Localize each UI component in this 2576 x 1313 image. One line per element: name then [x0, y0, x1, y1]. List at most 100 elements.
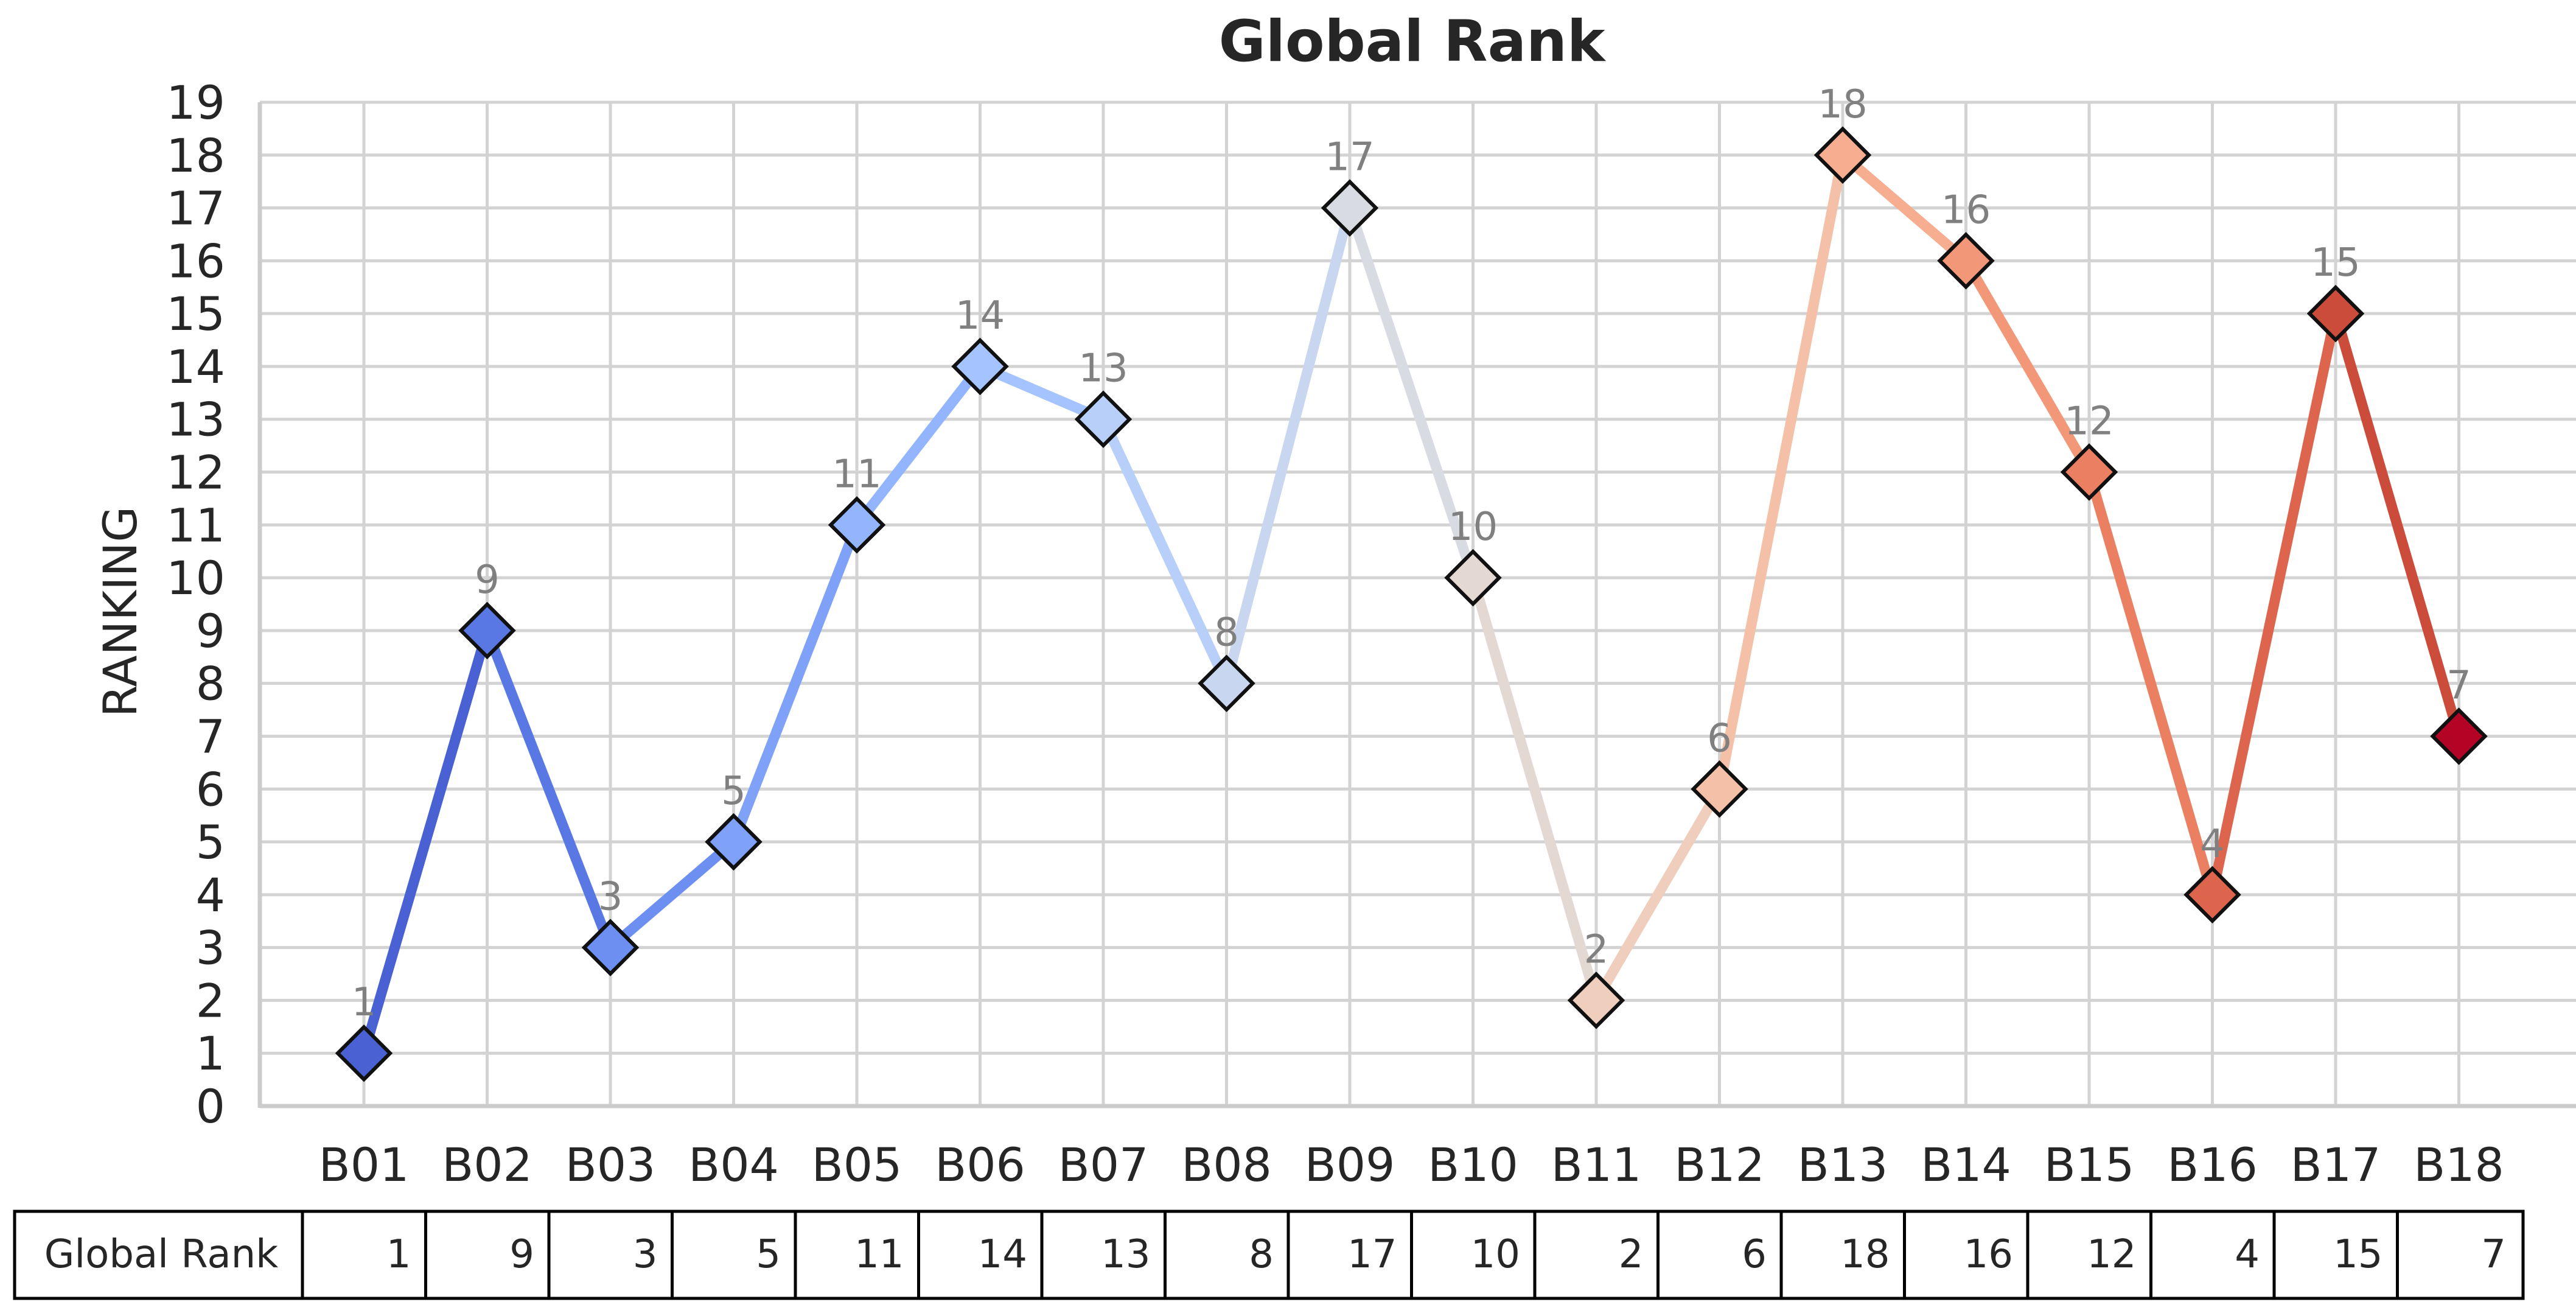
table-cell: 15: [2333, 1232, 2382, 1277]
x-tick-label: B15: [2044, 1138, 2135, 1192]
table-cell: 1: [386, 1232, 411, 1277]
data-label: 11: [832, 452, 881, 497]
data-point: [1321, 179, 1379, 237]
data-point: [2183, 866, 2241, 924]
data-label: 8: [1214, 611, 1239, 656]
line-segment: [1591, 783, 1725, 1006]
data-point: [458, 601, 516, 660]
data-label: 4: [2200, 822, 2225, 867]
x-tick-label: B09: [1305, 1138, 1395, 1192]
x-tick-label: B06: [935, 1138, 1025, 1192]
data-label: 1: [352, 980, 377, 1025]
data-label: 10: [1448, 505, 1498, 550]
y-tick-label: 15: [166, 287, 225, 341]
table-cell: 8: [1249, 1232, 1274, 1277]
x-tick-label: B17: [2291, 1138, 2381, 1192]
table-cell: 12: [2087, 1232, 2136, 1277]
data-point: [2430, 707, 2488, 765]
x-tick-label: B03: [565, 1138, 656, 1192]
data-label: 5: [721, 769, 746, 814]
y-tick-label: 12: [166, 446, 225, 500]
table-cell: 13: [1101, 1232, 1150, 1277]
data-point: [1198, 654, 1255, 712]
data-point: [1444, 548, 1502, 607]
data-table: Global Rank 1 9 3 5 11 14 13 8 17 10 2 6 18 16 12 4 15 7: [13, 1210, 2525, 1300]
data-points: [335, 126, 2488, 1082]
data-label: 15: [2311, 240, 2360, 285]
table-cell: 18: [1840, 1232, 1890, 1277]
data-point: [951, 337, 1009, 396]
data-label: 7: [2446, 663, 2471, 708]
line-segment: [975, 361, 1109, 425]
data-point: [828, 496, 886, 554]
data-label: 17: [1325, 135, 1374, 180]
y-tick-label: 10: [166, 551, 225, 605]
x-tick-label: B07: [1058, 1138, 1149, 1192]
data-point: [705, 813, 763, 871]
line-segment: [2330, 308, 2464, 741]
line-segment: [1221, 203, 1355, 689]
data-label: 6: [1707, 716, 1732, 761]
table-cell: 16: [1964, 1232, 2013, 1277]
data-point: [1937, 232, 1995, 290]
table-border: [13, 1210, 2525, 1300]
table-cell: 14: [978, 1232, 1027, 1277]
y-tick-label: 17: [166, 181, 225, 236]
data-point: [581, 919, 640, 976]
data-point: [2306, 284, 2365, 343]
x-tick-label: B18: [2414, 1138, 2504, 1192]
data-label: 16: [1941, 187, 1991, 233]
x-tick-labels: B01 B02 B03 B04 B05 B06 B07 B08 B09 B10 B11 B12 B13 B…: [319, 1138, 2504, 1192]
data-point: [1691, 760, 1748, 818]
y-tick-label: 7: [196, 709, 225, 763]
table-row-label: Global Rank: [44, 1232, 278, 1277]
y-tick-label: 2: [196, 973, 225, 1028]
x-tick-label: B08: [1181, 1138, 1272, 1192]
x-tick-label: B01: [319, 1138, 410, 1192]
x-tick-label: B16: [2167, 1138, 2258, 1192]
table-cell: 3: [633, 1232, 658, 1277]
table-cell: 11: [854, 1232, 904, 1277]
data-point: [1813, 126, 1872, 184]
line-segment: [728, 519, 862, 847]
data-label: 9: [475, 558, 500, 603]
data-point: [335, 1024, 393, 1082]
y-tick-label: 9: [196, 604, 225, 658]
x-tick-label: B13: [1798, 1138, 1888, 1192]
line-segment: [1098, 414, 1232, 689]
x-tick-label: B11: [1551, 1138, 1642, 1192]
x-tick-label: B02: [442, 1138, 532, 1192]
chart-title: Global Rank: [1219, 9, 1607, 75]
table-cell: 2: [1619, 1232, 1644, 1277]
table-cell: 17: [1347, 1232, 1397, 1277]
line-segment: [1714, 150, 1848, 794]
table-cell: 9: [509, 1232, 534, 1277]
y-tick-label: 11: [166, 498, 225, 552]
line-segments: [358, 150, 2464, 1059]
data-label: 13: [1078, 346, 1128, 391]
table-cell: 5: [756, 1232, 781, 1277]
y-tick-label: 5: [196, 815, 225, 869]
data-label: 3: [598, 875, 623, 920]
data-point: [2060, 443, 2118, 501]
line-segment: [605, 836, 739, 953]
table-cell: 10: [1471, 1232, 1520, 1277]
y-tick-label: 4: [196, 868, 225, 922]
y-tick-label: 14: [166, 340, 225, 394]
data-point: [1074, 390, 1133, 448]
y-tick-label: 19: [166, 75, 225, 130]
y-tick-label: 13: [166, 393, 225, 447]
line-segment: [1468, 572, 1602, 1006]
table-cell: 6: [1742, 1232, 1767, 1277]
data-point: [1567, 972, 1625, 1029]
line-segment: [2207, 308, 2341, 900]
y-tick-label: 0: [196, 1079, 225, 1133]
y-tick-label: 16: [166, 234, 225, 288]
axes: [257, 102, 2576, 1108]
line-segment: [1344, 203, 1478, 583]
line-segment: [851, 361, 985, 530]
line-segment: [358, 625, 492, 1059]
y-tick-label: 3: [196, 921, 225, 975]
